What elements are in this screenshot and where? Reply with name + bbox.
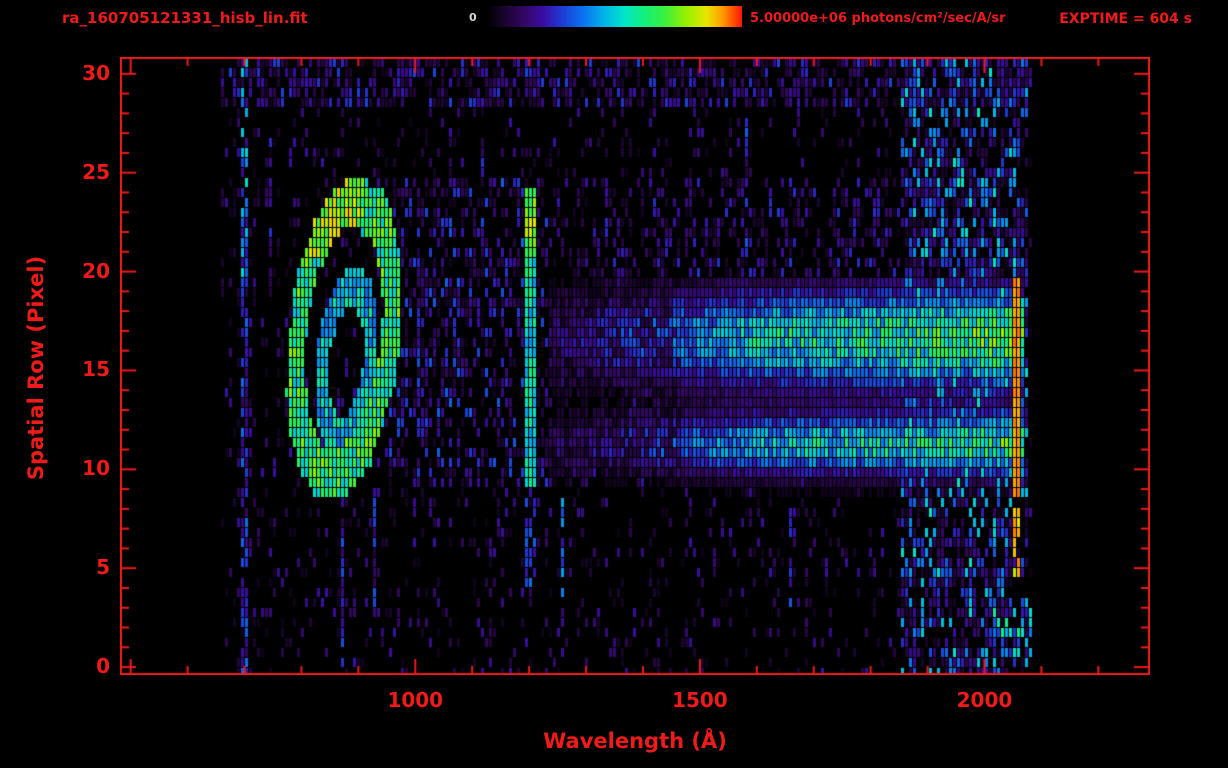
file-title: ra_160705121331_hisb_lin.fit [62,9,308,27]
x-tick-label: 2000 [956,688,1013,712]
x-tick-label: 1500 [672,688,728,712]
y-tick-label: 5 [96,555,110,580]
y-tick-label: 30 [82,60,110,85]
y-tick-label: 15 [82,357,110,382]
x-axis-title: Wavelength (Å) [543,729,727,753]
exptime-label: EXPTIME = 604 s [1059,11,1192,27]
y-tick-label: 20 [82,258,110,283]
y-tick-label: 25 [82,159,110,184]
colorbar-max-label: 5.00000e+06 photons/cm²/sec/A/sr [750,11,1006,26]
colorbar-gradient [487,6,742,27]
y-tick-label: 10 [82,456,110,481]
x-tick-label: 1000 [387,688,444,712]
colorbar-min-label: 0 [469,11,477,24]
y-tick-label: 0 [96,654,110,679]
y-axis-title: Spatial Row (Pixel) [24,255,48,481]
heatmap-canvas [120,57,1150,675]
